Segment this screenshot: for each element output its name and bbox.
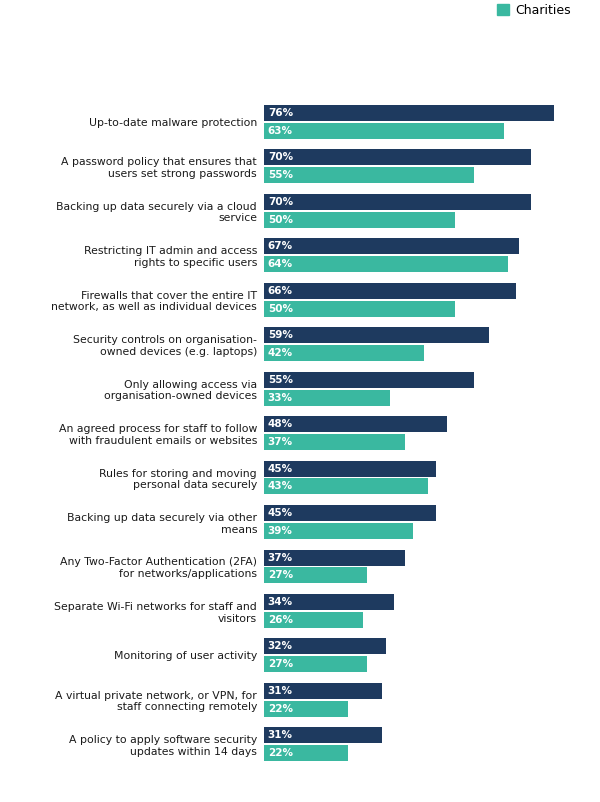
Bar: [264, 345, 424, 361]
Legend: Businesses, Charities: Businesses, Charities: [497, 0, 585, 17]
Bar: [264, 105, 554, 121]
Bar: [264, 505, 436, 521]
Bar: [264, 594, 394, 610]
Text: 31%: 31%: [268, 731, 293, 740]
Bar: [264, 460, 436, 476]
Text: 34%: 34%: [268, 597, 293, 607]
Text: 27%: 27%: [268, 659, 293, 669]
Bar: [264, 638, 386, 654]
Text: 48%: 48%: [268, 419, 293, 429]
Bar: [264, 194, 531, 210]
Bar: [264, 612, 363, 628]
Bar: [264, 683, 382, 699]
Text: 37%: 37%: [268, 437, 293, 447]
Text: 50%: 50%: [268, 304, 293, 314]
Bar: [264, 567, 367, 583]
Bar: [264, 416, 447, 432]
Bar: [264, 727, 382, 743]
Bar: [264, 372, 473, 387]
Text: 70%: 70%: [268, 152, 293, 163]
Bar: [264, 701, 348, 717]
Text: 55%: 55%: [268, 375, 293, 385]
Text: 39%: 39%: [268, 526, 293, 536]
Text: 76%: 76%: [268, 108, 293, 118]
Bar: [264, 390, 390, 406]
Text: 55%: 55%: [268, 170, 293, 180]
Text: 66%: 66%: [268, 286, 293, 296]
Text: 33%: 33%: [268, 392, 293, 403]
Text: 42%: 42%: [268, 348, 293, 358]
Text: 45%: 45%: [268, 464, 293, 474]
Text: 50%: 50%: [268, 215, 293, 225]
Text: 70%: 70%: [268, 197, 293, 207]
Text: 26%: 26%: [268, 615, 293, 625]
Bar: [264, 523, 413, 539]
Text: 31%: 31%: [268, 686, 293, 696]
Text: 22%: 22%: [268, 748, 293, 758]
Bar: [264, 123, 504, 139]
Bar: [264, 149, 531, 165]
Text: 64%: 64%: [268, 259, 293, 269]
Text: 43%: 43%: [268, 481, 293, 492]
Text: 45%: 45%: [268, 508, 293, 518]
Bar: [264, 256, 508, 272]
Text: 37%: 37%: [268, 553, 293, 562]
Bar: [264, 238, 520, 254]
Bar: [264, 745, 348, 761]
Text: 59%: 59%: [268, 330, 293, 340]
Bar: [264, 549, 405, 565]
Bar: [264, 327, 489, 343]
Bar: [264, 301, 455, 317]
Text: 63%: 63%: [268, 126, 293, 136]
Text: 22%: 22%: [268, 703, 293, 714]
Text: 67%: 67%: [268, 241, 293, 251]
Bar: [264, 656, 367, 672]
Text: 32%: 32%: [268, 642, 293, 651]
Bar: [264, 283, 515, 299]
Text: 27%: 27%: [268, 570, 293, 581]
Bar: [264, 434, 405, 450]
Bar: [264, 479, 428, 494]
Bar: [264, 168, 473, 183]
Bar: [264, 212, 455, 228]
